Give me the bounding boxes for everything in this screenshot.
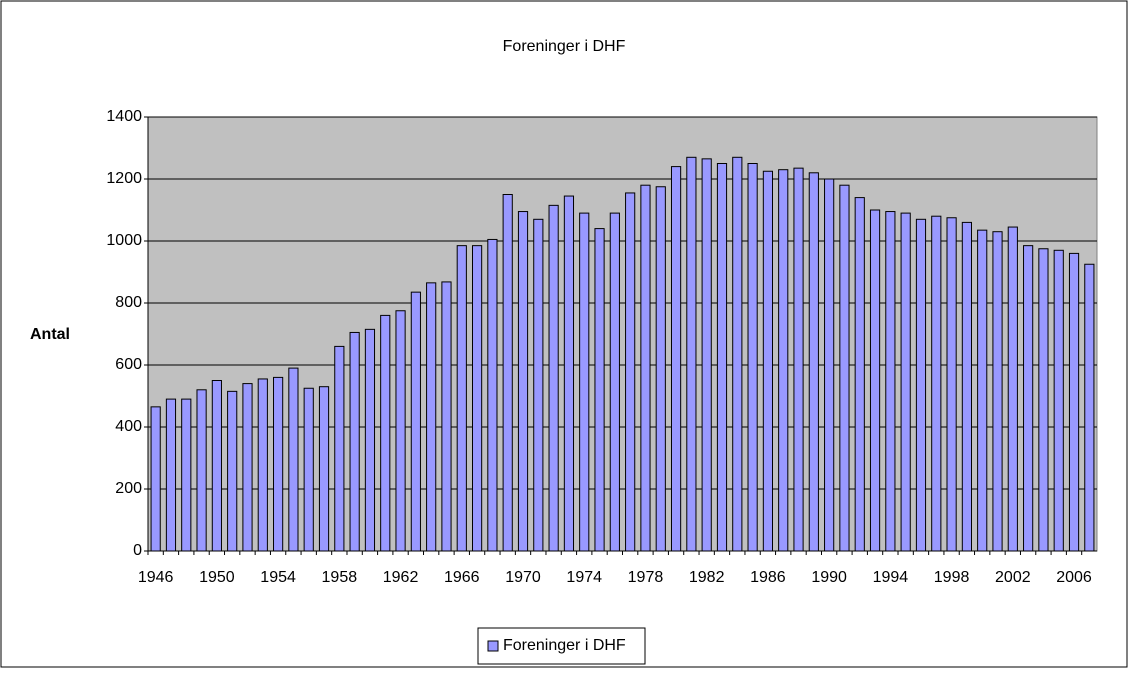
bar <box>732 156 743 552</box>
bar <box>257 378 268 552</box>
bar <box>380 314 391 552</box>
x-tick-label: 1958 <box>322 569 358 586</box>
bar <box>946 217 957 552</box>
bar <box>670 166 682 552</box>
x-tick-label: 2002 <box>995 569 1031 586</box>
x-tick-label: 1946 <box>138 569 174 586</box>
bar <box>471 245 483 552</box>
bar <box>227 390 238 552</box>
x-tick-label: 1962 <box>383 569 419 586</box>
bar <box>793 167 804 552</box>
bar <box>1023 245 1034 552</box>
bar <box>196 389 207 552</box>
bar <box>548 204 559 552</box>
bar <box>563 195 575 552</box>
y-axis-label: Antal <box>30 326 70 343</box>
bar <box>211 380 222 552</box>
chart-title: Foreninger i DHF <box>503 38 626 55</box>
y-tick-label: 800 <box>115 294 142 311</box>
bar <box>1038 248 1049 552</box>
x-tick-label: 1950 <box>199 569 235 586</box>
x-tick-label: 1994 <box>873 569 909 586</box>
bar <box>273 376 284 552</box>
y-tick-label: 1400 <box>106 108 142 125</box>
bar <box>517 211 529 552</box>
bar <box>900 212 911 552</box>
bar <box>625 192 636 552</box>
x-tick-label: 1966 <box>444 569 480 586</box>
bar <box>762 170 774 552</box>
bar <box>961 221 972 552</box>
bar <box>456 245 467 552</box>
bar <box>931 215 942 552</box>
bar <box>915 218 927 552</box>
x-tick-label: 1990 <box>811 569 847 586</box>
bar <box>824 178 835 552</box>
x-tick-label: 1982 <box>689 569 725 586</box>
bar <box>686 156 697 552</box>
bar <box>150 406 161 552</box>
x-tick-label: 1978 <box>628 569 664 586</box>
y-tick-label: 1200 <box>106 170 142 187</box>
bar <box>885 211 896 552</box>
bar <box>640 184 651 552</box>
bar <box>1084 263 1095 552</box>
y-tick-label: 1000 <box>106 232 142 249</box>
bar <box>1068 252 1080 552</box>
bar <box>441 281 452 552</box>
bar <box>579 212 590 552</box>
bar <box>502 194 513 552</box>
bar <box>349 331 360 552</box>
bar <box>1053 249 1064 552</box>
bar <box>839 184 850 552</box>
bar <box>364 328 376 552</box>
bar <box>395 310 406 552</box>
bar <box>992 231 1003 552</box>
y-tick-label: 600 <box>115 356 142 373</box>
bar <box>426 282 437 552</box>
bar <box>778 169 789 552</box>
bar <box>165 398 177 552</box>
x-tick-label: 1986 <box>750 569 786 586</box>
bar <box>747 163 758 552</box>
x-tick-label: 1998 <box>934 569 970 586</box>
y-tick-label: 400 <box>115 418 142 435</box>
bar <box>716 163 728 552</box>
bar <box>609 212 620 552</box>
x-tick-label: 1954 <box>260 569 296 586</box>
x-tick-label: 1970 <box>505 569 541 586</box>
bar <box>487 238 498 552</box>
bar <box>288 367 299 552</box>
legend-label: Foreninger i DHF <box>503 637 626 654</box>
bar <box>1007 226 1018 552</box>
y-tick-label: 200 <box>115 480 142 497</box>
bar <box>808 172 819 552</box>
bar <box>533 218 544 552</box>
bar <box>410 291 421 552</box>
y-tick-label: 0 <box>133 542 142 559</box>
legend-swatch <box>487 640 499 652</box>
bar <box>594 228 605 552</box>
bar <box>242 383 253 552</box>
x-tick-label: 2006 <box>1056 569 1092 586</box>
bar <box>655 186 666 552</box>
bar <box>303 387 314 552</box>
bar <box>318 386 330 552</box>
x-tick-label: 1974 <box>566 569 602 586</box>
bar <box>869 209 881 552</box>
bar <box>181 398 192 552</box>
bar <box>977 229 988 552</box>
bar <box>854 197 865 552</box>
bar <box>701 158 712 552</box>
legend-box <box>477 627 646 665</box>
bar <box>334 345 345 552</box>
